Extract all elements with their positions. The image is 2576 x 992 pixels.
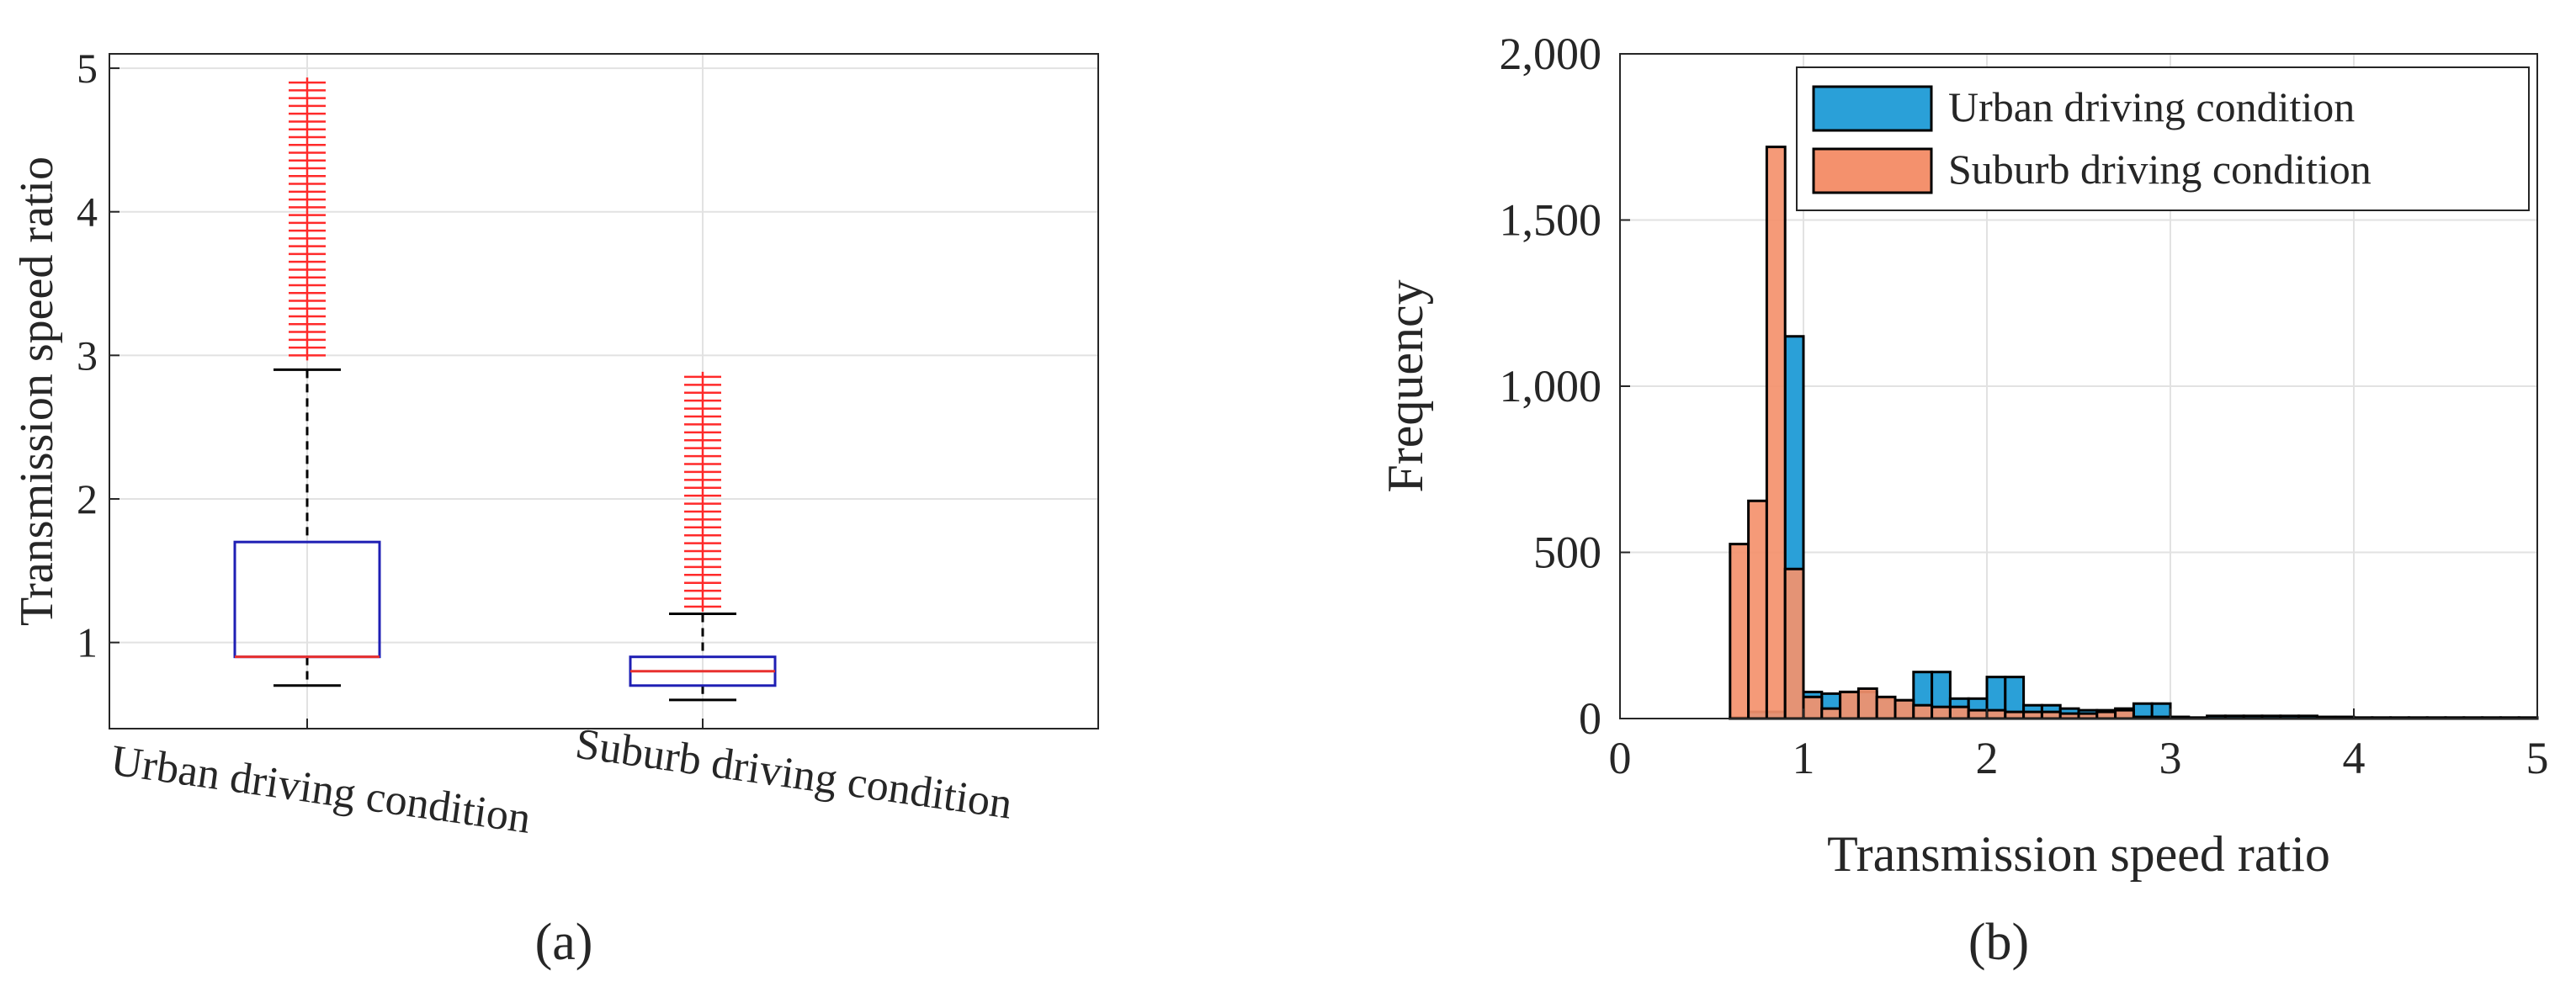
histogram-bar	[2022, 710, 2043, 720]
y-tick-label: 0	[1579, 693, 1601, 744]
boxplot-panel: 1 2 3 4 5 Transmission speed ratio Urban dri…	[11, 45, 1099, 971]
histogram-bars	[1729, 146, 2539, 720]
histogram-bar	[2095, 710, 2117, 720]
histogram-y-axis-label: Frequency	[1378, 279, 1433, 492]
histogram-bar	[2004, 710, 2026, 720]
box-suburb	[629, 371, 777, 702]
y-tick-label: 1,500	[1500, 195, 1602, 246]
box-urban	[233, 77, 381, 687]
legend-label-urban: Urban driving condition	[1948, 83, 2355, 130]
y-tick-label: 3	[77, 332, 98, 379]
boxplot-category-label-urban: Urban driving condition	[108, 736, 534, 842]
x-tick-label: 0	[1609, 733, 1632, 783]
histogram-bar	[1820, 707, 1842, 720]
legend-swatch-urban	[1812, 85, 1933, 132]
boxplot-background	[109, 54, 1098, 729]
histogram-ticks: 0 1 2 3 4 5 0 500 1,000 1,500 2,000	[1500, 29, 2549, 783]
legend-swatch-suburb	[1812, 147, 1933, 194]
histogram-x-axis-label: Transmission speed ratio	[1827, 826, 2330, 882]
x-tick-label: 4	[2343, 733, 2366, 783]
boxplot-y-axis-label: Transmission speed ratio	[11, 156, 63, 626]
y-tick-label: 1	[77, 619, 98, 666]
boxplot-category-label-suburb: Suburb driving condition	[572, 719, 1015, 828]
histogram-bar	[1729, 543, 1750, 720]
y-tick-label: 5	[77, 45, 98, 92]
histogram-bar	[1893, 698, 1915, 720]
x-tick-label: 3	[2159, 733, 2182, 783]
histogram-bar	[1931, 705, 1952, 720]
x-tick-label: 1	[1793, 733, 1815, 783]
histogram-axes-frame	[1619, 53, 2538, 719]
histogram-bar	[2040, 710, 2062, 720]
x-tick-label: 5	[2526, 733, 2549, 783]
panel-label-a: (a)	[535, 914, 593, 971]
histogram-bar	[1783, 567, 1805, 720]
histogram-legend: Urban driving condition Suburb driving c…	[1796, 66, 2530, 211]
y-tick-label: 4	[77, 188, 98, 236]
histogram-bar	[1839, 690, 1860, 720]
histogram-bar	[1856, 687, 1878, 720]
histogram-panel: 0 1 2 3 4 5 0 500 1,000 1,500 2,000 Urban driving …	[1378, 29, 2549, 971]
histogram-bar	[1802, 695, 1824, 720]
x-tick-label: 2	[1976, 733, 1999, 783]
y-tick-label: 500	[1533, 528, 1601, 578]
legend-label-suburb: Suburb driving condition	[1948, 146, 2372, 193]
histogram-bar	[1985, 708, 2007, 720]
boxplot-y-ticks: 1 2 3 4 5	[77, 45, 704, 729]
boxplot-axes-frame	[109, 53, 1099, 729]
histogram-bar	[1765, 146, 1787, 720]
boxplot-boxes	[233, 77, 777, 702]
histogram-bar	[2114, 708, 2135, 720]
histogram-bar	[1967, 708, 1989, 720]
histogram-bar	[1875, 695, 1897, 720]
y-tick-label: 2,000	[1500, 29, 1602, 79]
histogram-bar	[1747, 499, 1768, 720]
y-tick-label: 1,000	[1500, 361, 1602, 411]
y-tick-label: 2	[77, 475, 98, 523]
panel-label-b: (b)	[1968, 914, 2029, 971]
histogram-bar	[1948, 705, 1970, 720]
histogram-bar	[1912, 703, 1934, 720]
